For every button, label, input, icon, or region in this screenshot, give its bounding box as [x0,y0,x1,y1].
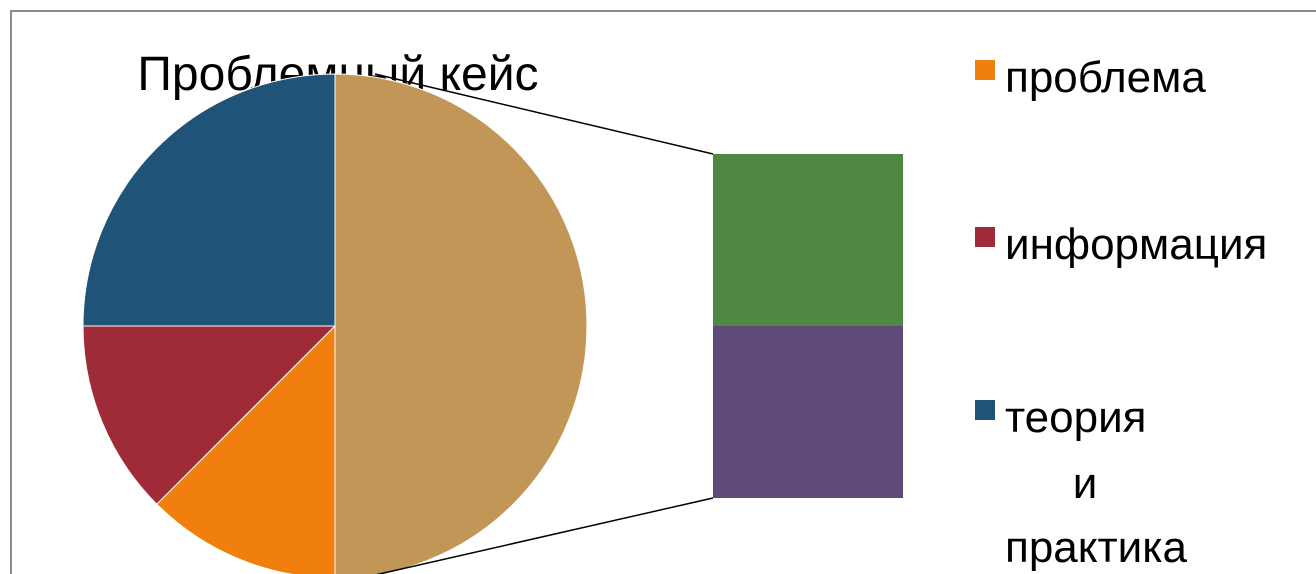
connector-lines [374,73,714,574]
legend-label-1: проблема [1005,53,1206,102]
secondary-bar-segment-2 [713,326,903,498]
connector-line-top [374,73,714,155]
legend-swatch-2 [975,227,995,247]
legend: проблема информация теория и практика [975,53,1267,572]
legend-swatch-3 [975,400,995,420]
pie-slice-3 [156,324,336,574]
legend-label-2: информация [1005,220,1267,269]
secondary-bar-segment-1 [713,154,903,326]
pie-slice-1 [82,73,336,327]
legend-swatch-1 [975,60,995,80]
secondary-bar [713,154,903,498]
legend-label-3-line-2: и [1073,459,1098,508]
legend-label-3-line-1: теория [1005,393,1146,442]
connector-line-bottom [376,497,714,574]
legend-label-3-line-3: практика [1005,523,1187,572]
pie-group [82,73,588,574]
pie-slice-2 [82,325,337,505]
pie-slice-4 [334,73,588,574]
